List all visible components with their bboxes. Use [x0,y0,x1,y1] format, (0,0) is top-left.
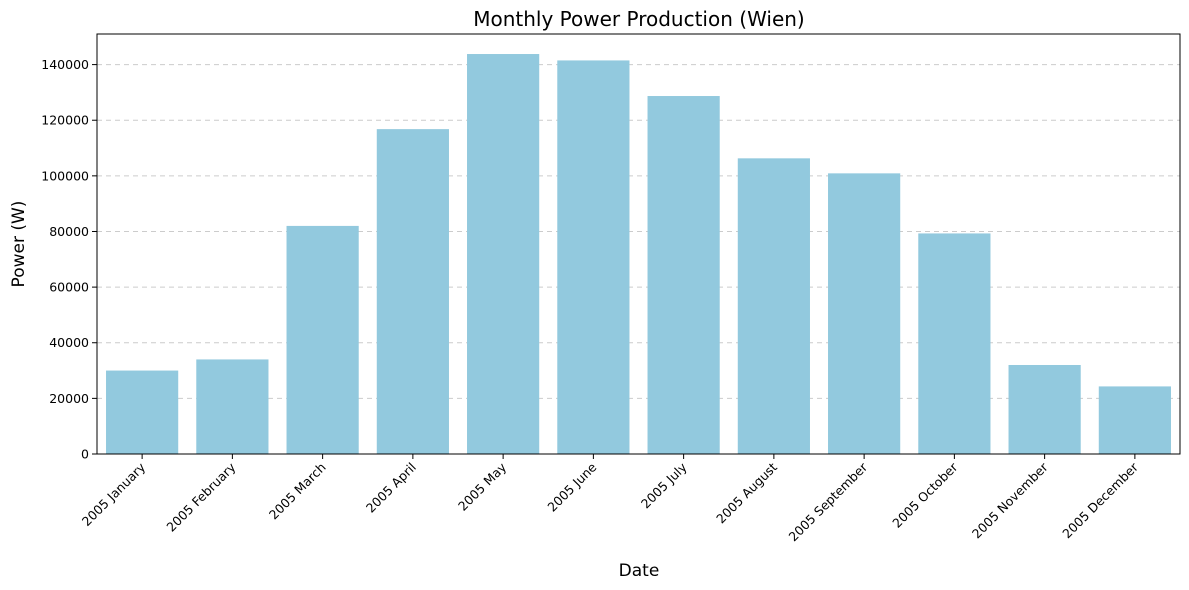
plot-frame [96,33,1181,455]
bar [467,54,540,454]
bar [647,96,720,454]
chart-title: Monthly Power Production (Wien) [473,7,805,31]
bar [196,359,269,454]
bar [376,129,449,454]
x-tick-label: 2005 March [266,460,329,523]
x-tick-label: 2005 September [785,459,870,544]
x-axis-label: Date [619,561,660,581]
x-axis: 2005 January 2005 February 2005 March 2005 … [79,454,1142,544]
bar [106,370,179,454]
y-tick-label: 100000 [41,168,89,183]
grid-lines [97,64,1180,399]
x-tick-label: 2005 May [455,459,510,514]
bar [1098,386,1171,454]
bar [737,158,810,455]
y-axis: 0 20000 40000 60000 80000 100000 120000 140000 [41,57,97,462]
x-tick-label: 2005 June [544,459,599,514]
bar [1008,364,1081,454]
x-tick-label: 2005 April [363,460,419,516]
y-tick-label: 20000 [49,391,89,406]
x-tick-label: 2005 January [79,459,149,529]
bar [828,173,901,454]
bar [286,225,359,454]
y-tick-label: 60000 [49,280,89,295]
x-tick-label: 2005 November [969,459,1052,541]
x-tick-label: 2005 December [1059,459,1141,541]
bars [106,54,1171,455]
x-tick-label: 2005 February [163,459,239,535]
x-tick-label: 2005 October [889,459,961,531]
y-axis-label: Power (W) [9,201,29,288]
bar [918,233,991,454]
y-tick-label: 140000 [41,57,89,72]
y-tick-label: 80000 [49,224,89,239]
x-tick-label: 2005 August [713,459,780,526]
bar [557,60,630,455]
y-tick-label: 0 [81,447,89,462]
x-tick-label: 2005 July [638,459,690,511]
y-tick-label: 40000 [49,335,89,350]
y-tick-label: 120000 [41,113,89,128]
